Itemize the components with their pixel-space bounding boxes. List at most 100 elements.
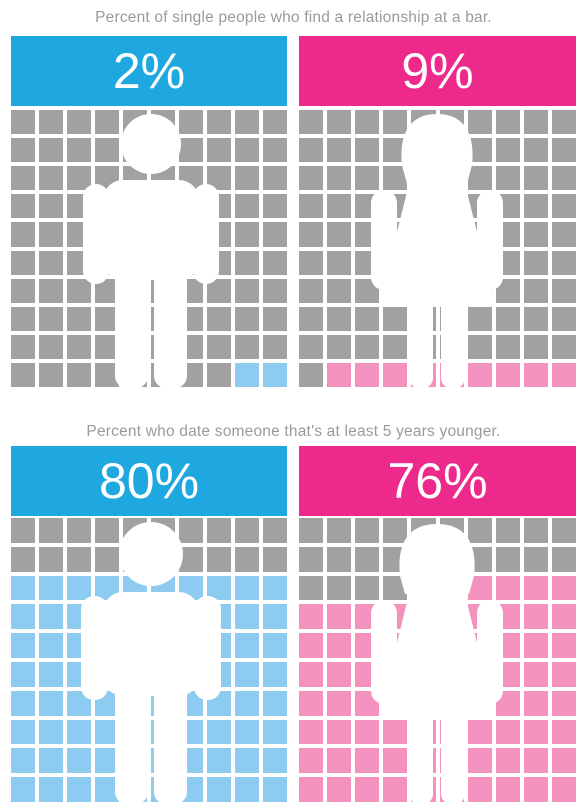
waffle-cell-filled: [327, 777, 352, 802]
waffle-cell: [355, 138, 380, 163]
waffle-cell-filled: [67, 661, 91, 687]
waffle-cell-filled: [299, 633, 324, 658]
waffle-cell: [411, 222, 436, 247]
waffle-cell: [439, 138, 464, 163]
waffle-cell: [355, 222, 380, 247]
waffle-cell: [383, 334, 408, 359]
waffle-cell-filled: [355, 633, 380, 658]
waffle-cell: [179, 334, 203, 359]
waffle-cell: [235, 546, 259, 572]
waffle-cell-filled: [263, 748, 287, 774]
waffle-cell: [67, 166, 91, 191]
waffle-cell-filled: [179, 575, 203, 601]
waffle-cell: [411, 250, 436, 275]
waffle-cell-filled: [383, 362, 408, 387]
waffle-cell-filled: [11, 719, 35, 745]
waffle-cell: [299, 194, 324, 219]
waffle-cell-filled: [467, 719, 492, 745]
waffle-cell: [263, 138, 287, 163]
waffle-cell: [383, 575, 408, 601]
waffle-cell-filled: [123, 633, 147, 658]
waffle-cell: [523, 250, 548, 275]
waffle-cell-filled: [327, 661, 352, 687]
waffle-cell: [355, 278, 380, 303]
waffle-cell: [467, 518, 492, 543]
waffle-cell-filled: [39, 661, 63, 687]
waffle-cell: [11, 334, 35, 359]
waffle-cell-filled: [551, 633, 576, 658]
waffle-cell: [11, 250, 35, 275]
waffle-cell: [355, 194, 380, 219]
waffle-cell: [39, 166, 63, 191]
waffle-cell: [355, 546, 380, 572]
waffle-cell-filled: [179, 661, 203, 687]
waffle-cell-filled: [551, 690, 576, 716]
waffle-cell: [67, 362, 91, 387]
waffle-cell: [467, 222, 492, 247]
waffle-cell: [67, 306, 91, 331]
waffle-cell-filled: [523, 575, 548, 601]
waffle-cell-filled: [151, 690, 175, 716]
waffle-cell: [495, 194, 520, 219]
waffle-cell: [123, 194, 147, 219]
waffle-cell: [39, 222, 63, 247]
waffle-cell: [39, 250, 63, 275]
waffle-cell-filled: [11, 661, 35, 687]
waffle-cell: [67, 110, 91, 135]
waffle-cell: [95, 110, 119, 135]
waffle-cell: [123, 334, 147, 359]
waffle-cell: [235, 334, 259, 359]
waffle-cell: [179, 546, 203, 572]
waffle-cell-filled: [67, 604, 91, 630]
waffle-cell: [523, 546, 548, 572]
waffle-cell: [355, 250, 380, 275]
waffle-cell: [263, 334, 287, 359]
waffle-cell-filled: [11, 690, 35, 716]
waffle-cell-filled: [439, 362, 464, 387]
waffle-cell: [179, 166, 203, 191]
section-2-caption: Percent who date someone that's at least…: [86, 423, 501, 440]
waffle-cell: [551, 306, 576, 331]
waffle-cell: [327, 306, 352, 331]
panel-women-bar-percent: 9%: [401, 43, 474, 99]
waffle-cell: [151, 362, 175, 387]
waffle-cell-filled: [263, 719, 287, 745]
waffle-cell-filled: [263, 604, 287, 630]
waffle-cell: [207, 334, 231, 359]
waffle-cell: [523, 194, 548, 219]
waffle-cell: [67, 546, 91, 572]
waffle-cell-filled: [523, 633, 548, 658]
waffle-cell-filled: [383, 604, 408, 630]
waffle-cell: [411, 518, 436, 543]
waffle-cell: [235, 306, 259, 331]
waffle-cell: [411, 166, 436, 191]
waffle-cell: [495, 166, 520, 191]
waffle-cell: [263, 306, 287, 331]
waffle-cell-filled: [207, 719, 231, 745]
waffle-cell-filled: [551, 661, 576, 687]
waffle-cell: [383, 546, 408, 572]
waffle-cell-filled: [39, 690, 63, 716]
waffle-cell-filled: [67, 633, 91, 658]
waffle-cell: [327, 250, 352, 275]
waffle-cell-filled: [551, 575, 576, 601]
waffle-cell-filled: [95, 633, 119, 658]
waffle-cell: [207, 138, 231, 163]
waffle-cell-filled: [235, 719, 259, 745]
waffle-cell: [439, 166, 464, 191]
waffle-cell-filled: [383, 777, 408, 802]
waffle-cell: [95, 194, 119, 219]
waffle-cell: [151, 518, 175, 543]
waffle-cell: [299, 110, 324, 135]
waffle-cell: [95, 166, 119, 191]
waffle-cell: [355, 110, 380, 135]
waffle-cell-filled: [235, 604, 259, 630]
waffle-cell-filled: [355, 777, 380, 802]
waffle-cell: [383, 138, 408, 163]
waffle-cell: [179, 222, 203, 247]
waffle-cell-filled: [151, 575, 175, 601]
waffle-cell: [355, 575, 380, 601]
waffle-cell: [467, 334, 492, 359]
waffle-cell-filled: [151, 661, 175, 687]
